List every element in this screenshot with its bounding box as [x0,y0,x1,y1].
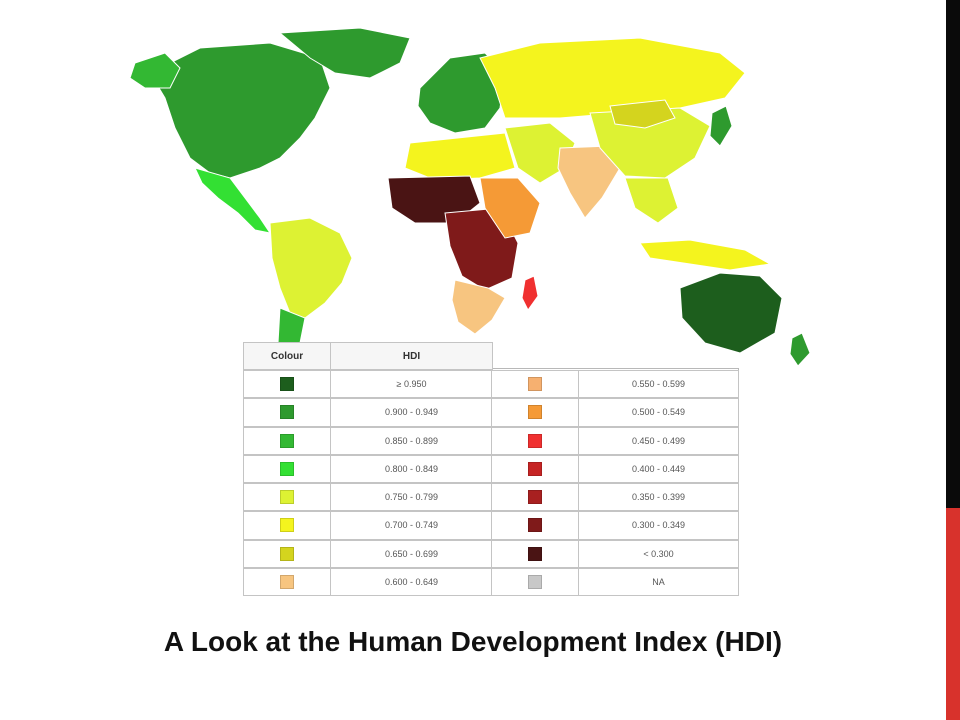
legend-color-swatch [280,377,294,392]
map-region-japan [709,105,733,147]
legend-range-label: 0.800 - 0.849 [330,454,493,483]
map-region-east-africa [479,177,541,239]
legend-color-swatch [528,405,542,420]
legend-color-swatch [528,574,542,589]
legend-header-hdi: HDI [330,342,493,370]
legend-color-swatch [280,518,294,533]
legend-color-swatch [280,574,294,589]
legend-color-swatch [280,461,294,476]
legend-swatch-cell [491,426,579,455]
map-region-southeast-asia [624,177,679,224]
slide-title: A Look at the Human Development Index (H… [163,626,783,657]
map-region-southern-africa [451,279,506,335]
legend-swatch-cell [243,483,331,512]
legend-range-label: 0.550 - 0.599 [578,370,739,399]
legend-swatch-cell [491,567,579,596]
map-region-europe [417,52,506,134]
map-region-greenland [278,27,411,79]
legend-color-swatch [528,433,542,448]
legend-swatch-cell [243,567,331,596]
legend-range-label: ≥ 0.950 [330,370,493,399]
map-region-australia [679,272,783,354]
legend-color-swatch [280,546,294,561]
accent-bar-red [946,508,960,720]
legend-swatch-cell [491,454,579,483]
legend-color-swatch [280,405,294,420]
map-region-russia [479,37,746,119]
legend-range-label: 0.500 - 0.549 [578,398,739,427]
legend-color-swatch [528,518,542,533]
legend-swatch-cell [491,539,579,568]
legend-swatch-cell [243,511,331,540]
legend-range-label: 0.650 - 0.699 [330,539,493,568]
legend-color-swatch [528,490,542,505]
legend-header-colour: Colour [243,342,331,370]
legend-range-label: 0.750 - 0.799 [330,483,493,512]
map-region-china [589,107,711,179]
map-region-mongolia [609,99,676,129]
legend-swatch-cell [491,483,579,512]
map-region-north-africa [404,132,516,181]
map-region-mexico-central-america [194,167,272,234]
legend-color-swatch [528,461,542,476]
legend-range-label: NA [578,567,739,596]
world-hdi-map [129,27,811,371]
legend-range-label: 0.450 - 0.499 [578,426,739,455]
legend-range-label: 0.850 - 0.899 [330,426,493,455]
legend-swatch-cell [243,539,331,568]
legend-range-label: 0.900 - 0.949 [330,398,493,427]
accent-bar-black [946,0,960,508]
legend-swatch-cell [243,454,331,483]
legend-range-label: 0.600 - 0.649 [330,567,493,596]
legend-swatch-cell [491,398,579,427]
legend-range-label: 0.400 - 0.449 [578,454,739,483]
legend-color-swatch [280,433,294,448]
legend-color-swatch [528,377,542,392]
legend-swatch-cell [243,398,331,427]
legend-swatch-cell [491,511,579,540]
legend-color-swatch [280,490,294,505]
map-region-indonesia [639,239,772,271]
map-region-madagascar [521,275,539,311]
legend-range-label: 0.350 - 0.399 [578,483,739,512]
legend-range-label: < 0.300 [578,539,739,568]
map-region-north-america [149,42,331,179]
map-region-new-zealand [789,332,811,367]
map-region-alaska [129,52,181,89]
legend-color-swatch [528,546,542,561]
legend-swatch-cell [243,426,331,455]
legend-swatch-cell [491,370,579,399]
legend-swatch-cell [243,370,331,399]
hdi-legend: Colour HDI ≥ 0.950 0.900 - 0.949 0.850 - 0… [243,342,739,596]
map-region-south-america [269,217,353,319]
legend-range-label: 0.300 - 0.349 [578,511,739,540]
legend-range-label: 0.700 - 0.749 [330,511,493,540]
